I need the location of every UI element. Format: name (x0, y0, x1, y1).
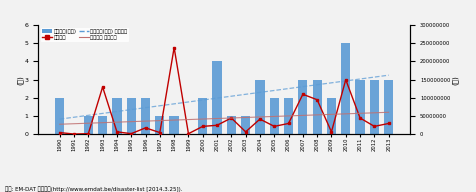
Bar (269, 98, 278, 134)
Y-axis label: (명): (명) (451, 75, 457, 84)
Bar (98, 116, 107, 134)
Y-axis label: (건): (건) (16, 75, 23, 84)
Bar (298, 80, 307, 134)
Bar (112, 98, 121, 134)
Bar (83, 116, 93, 134)
Bar (340, 43, 350, 134)
Bar (226, 116, 236, 134)
Legend: 복합재난(전체), 인적피해, 복합재난(전체) 증가경향, 인적피해 증가경향: 복합재난(전체), 인적피해, 복합재난(전체) 증가경향, 인적피해 증가경향 (41, 28, 129, 41)
Bar (155, 116, 164, 134)
Text: 자료: EM-DAT 홈페이지(http://www.emdat.be/disaster-list [2014.3.25]).: 자료: EM-DAT 홈페이지(http://www.emdat.be/disa… (5, 186, 182, 192)
Bar (212, 61, 221, 134)
Bar (140, 98, 150, 134)
Bar (240, 116, 250, 134)
Bar (55, 98, 64, 134)
Bar (312, 80, 321, 134)
Bar (369, 80, 378, 134)
Bar (283, 98, 293, 134)
Bar (255, 80, 264, 134)
Bar (198, 98, 207, 134)
Bar (126, 98, 136, 134)
Bar (355, 80, 364, 134)
Bar (169, 116, 178, 134)
Bar (383, 80, 393, 134)
Bar (326, 98, 336, 134)
